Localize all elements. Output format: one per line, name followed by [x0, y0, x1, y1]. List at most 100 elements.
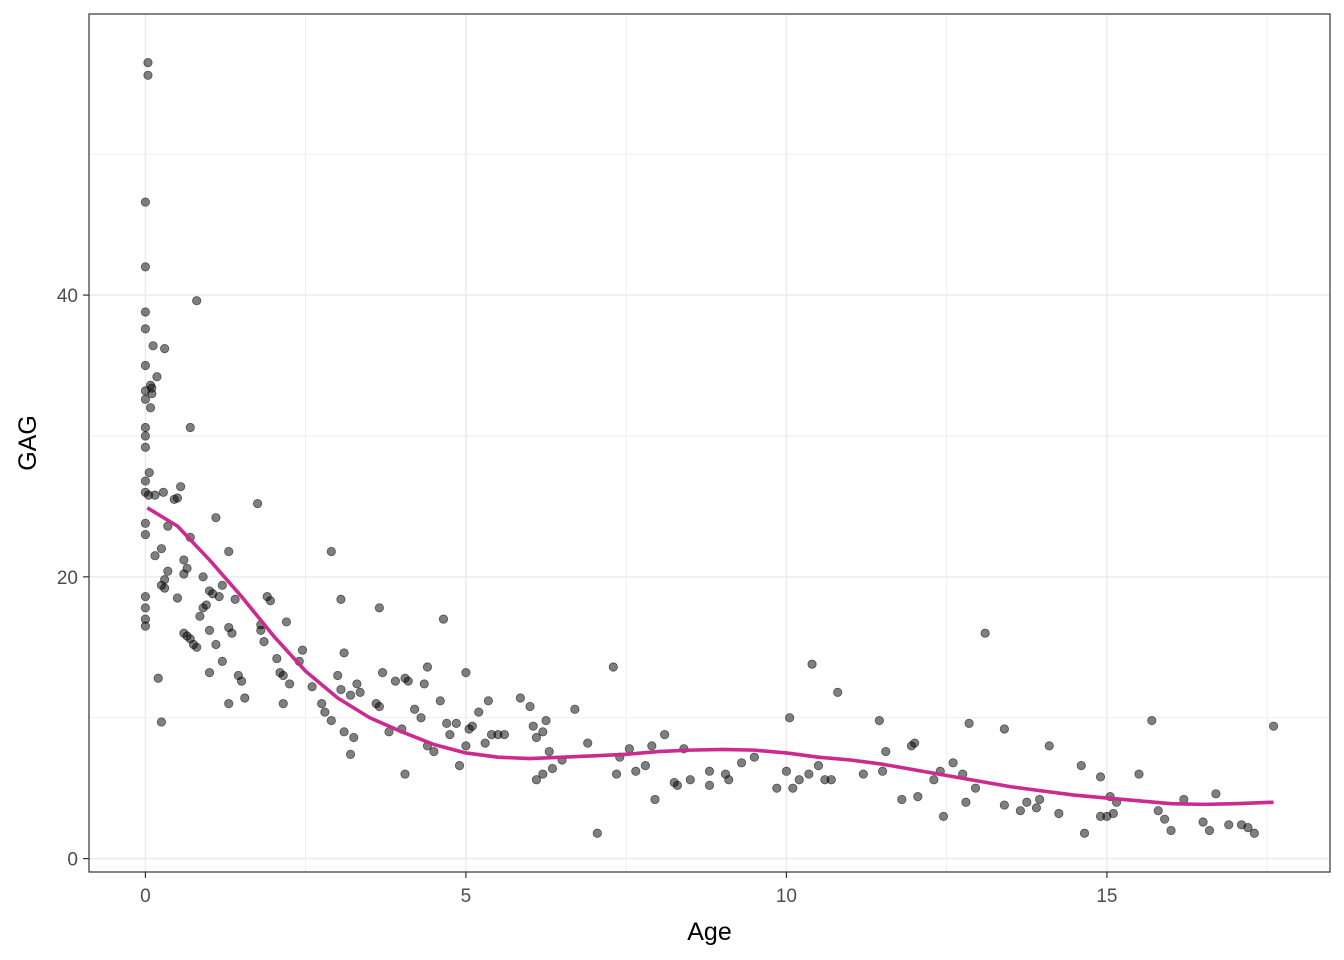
data-point [1108, 808, 1118, 819]
data-point [211, 639, 221, 650]
data-point [156, 544, 167, 554]
data-point [320, 707, 330, 717]
data-point [631, 766, 641, 776]
data-point [813, 761, 824, 771]
data-point [874, 715, 884, 726]
data-point [252, 498, 263, 509]
data-point [333, 670, 343, 681]
data-point [704, 780, 715, 790]
data-point [1035, 794, 1045, 805]
data-point [1204, 825, 1215, 836]
data-point [640, 761, 651, 771]
data-point [499, 730, 509, 740]
data-point [807, 659, 817, 669]
data-point [948, 758, 958, 768]
data-point [897, 794, 907, 805]
data-point [160, 344, 170, 354]
data-point [152, 372, 162, 382]
data-point [195, 611, 205, 621]
data-point [570, 704, 580, 714]
data-point [192, 642, 202, 652]
data-point [1153, 806, 1163, 816]
data-point [140, 324, 151, 334]
data-point [1076, 761, 1086, 771]
data-point [647, 741, 657, 751]
data-point [442, 718, 452, 728]
data-point [140, 360, 151, 371]
data-point [781, 766, 792, 776]
data-point [474, 707, 484, 717]
y-tick-label: 20 [57, 568, 78, 589]
data-point [961, 797, 971, 807]
data-point [148, 341, 158, 351]
panel-border [88, 13, 1331, 873]
data-point [150, 551, 160, 561]
data-point [454, 761, 465, 771]
minor-gridlines [89, 14, 1330, 872]
data-point [182, 563, 192, 573]
data-point [583, 738, 593, 748]
data-point [326, 715, 336, 726]
data-point [1198, 817, 1208, 827]
data-point [788, 783, 798, 793]
data-point [145, 403, 156, 413]
data-point [538, 727, 548, 737]
data-point [528, 721, 538, 731]
data-point [794, 775, 804, 785]
data-point [160, 583, 170, 593]
data-point [345, 690, 356, 700]
data-point [336, 594, 346, 604]
data-point [419, 679, 429, 689]
data-point [140, 307, 151, 317]
data-point [772, 783, 782, 793]
x-axis: 0 5 10 15 [140, 872, 1117, 907]
data-point [1134, 769, 1144, 779]
data-point [1243, 823, 1253, 833]
data-point [160, 575, 170, 585]
data-point [461, 741, 471, 751]
data-point [999, 800, 1009, 810]
data-point [352, 679, 362, 689]
data-point [624, 744, 634, 754]
data-point [153, 673, 163, 683]
data-point [217, 580, 227, 590]
y-tick-label: 0 [67, 850, 78, 871]
data-point [672, 780, 683, 790]
data-point [240, 693, 250, 703]
data-point [416, 713, 426, 723]
data-point [140, 518, 151, 528]
data-point [355, 687, 365, 697]
data-point [144, 467, 154, 478]
data-point [1224, 820, 1234, 830]
y-axis-title: GAG [14, 415, 42, 471]
data-point [156, 717, 167, 727]
data-point [204, 625, 215, 635]
data-point [172, 493, 183, 503]
data-point [804, 769, 814, 779]
data-point [140, 529, 151, 540]
data-point [143, 70, 153, 80]
data-point [297, 645, 308, 655]
data-point [163, 566, 173, 576]
data-point [531, 775, 542, 785]
data-point [147, 383, 157, 393]
data-point [1044, 741, 1054, 751]
data-point [970, 783, 981, 793]
data-point [650, 794, 660, 805]
data-point [435, 696, 445, 706]
data-point [140, 621, 151, 631]
data-point [185, 422, 195, 433]
data-point [704, 766, 715, 776]
data-point [140, 431, 151, 441]
data-point [198, 572, 208, 582]
data-point [525, 701, 535, 712]
data-point [1095, 772, 1106, 782]
data-point [224, 699, 234, 709]
data-point [736, 758, 747, 768]
data-point [374, 701, 384, 712]
data-point [480, 738, 490, 748]
data-point [461, 668, 471, 678]
data-point [910, 738, 920, 748]
data-point [1160, 814, 1170, 824]
